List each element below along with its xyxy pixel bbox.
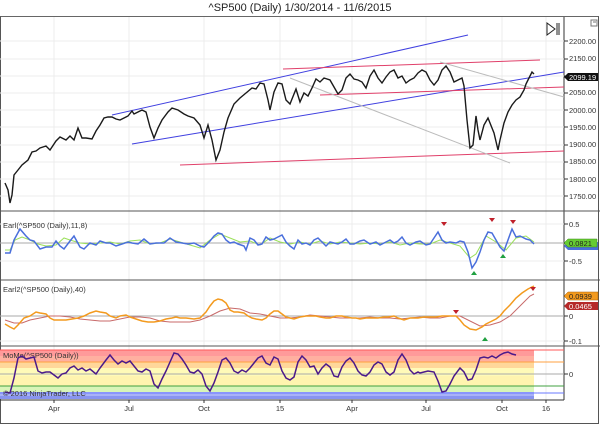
svg-text:2099.19: 2099.19 [569, 73, 596, 82]
x-tick-label: 16 [542, 404, 550, 413]
y-tick-label: -0.5 [569, 257, 582, 266]
y-tick-label: 0 [569, 312, 573, 321]
svg-text:0.0821: 0.0821 [569, 239, 592, 248]
y-tick-label: 1800.00 [569, 175, 596, 184]
x-tick-label: Oct [198, 404, 211, 413]
y-tick-label: 1750.00 [569, 192, 596, 201]
trendlines[interactable] [111, 34, 565, 166]
svg-text:0.0939: 0.0939 [569, 292, 592, 301]
x-tick-label: Apr [48, 404, 60, 413]
momo-panel: 0 MoMo(^SP500 (Daily)) © 2016 NinjaTrade… [0, 349, 573, 399]
y-tick-label: 0.5 [569, 220, 579, 229]
x-tick-label: Jul [124, 404, 134, 413]
y-tick-label: 1950.00 [569, 123, 596, 132]
panel-label: Earl2(^SP500 (Daily),40) [3, 285, 86, 294]
y-tick-label: 1900.00 [569, 140, 596, 149]
maximize-icon[interactable] [590, 19, 598, 27]
chart-frame [0, 16, 599, 424]
signal-arrows [453, 287, 536, 341]
copyright-text: © 2016 NinjaTrader, LLC [3, 389, 86, 398]
signal-arrows [441, 218, 516, 275]
earl-value-badge: 0.0821 [563, 238, 598, 250]
vertical-gridlines [53, 17, 547, 400]
price-series [4, 64, 535, 204]
panel-label: Earl(^SP500 (Daily),11,8) [3, 221, 88, 230]
price-panel: 2200.00 2150.00 2050.00 2000.00 1950.00 … [0, 19, 598, 204]
chart-title: ^SP500 (Daily) 1/30/2014 - 11/6/2015 [208, 2, 392, 14]
earl2-value-badges: 0.0939 0.0465 [563, 291, 599, 311]
x-tick-label: Jul [421, 404, 431, 413]
y-tick-label: 0 [569, 370, 573, 379]
scroll-to-end-icon[interactable] [546, 22, 560, 36]
y-tick-label: 2200.00 [569, 37, 596, 46]
x-tick-label: 15 [276, 404, 284, 413]
y-tick-label: 2050.00 [569, 88, 596, 97]
y-tick-label: 2150.00 [569, 54, 596, 63]
x-tick-label: Oct [496, 404, 509, 413]
earl2-panel: 0 -0.1 Earl2(^SP500 (Daily),40) 0.0939 0… [0, 285, 599, 346]
y-tick-label: 2000.00 [569, 106, 596, 115]
y-tick-label: 1850.00 [569, 157, 596, 166]
panel-label: MoMo(^SP500 (Daily)) [3, 351, 79, 360]
last-price-badge: 2099.19 [564, 73, 598, 82]
svg-text:0.0465: 0.0465 [569, 302, 592, 311]
earl-panel: 0.5 -0.5 Earl(^SP500 (Daily),11,8) 0.082… [0, 218, 598, 275]
x-tick-label: Apr [346, 404, 358, 413]
y-tick-label: -0.1 [569, 337, 582, 346]
